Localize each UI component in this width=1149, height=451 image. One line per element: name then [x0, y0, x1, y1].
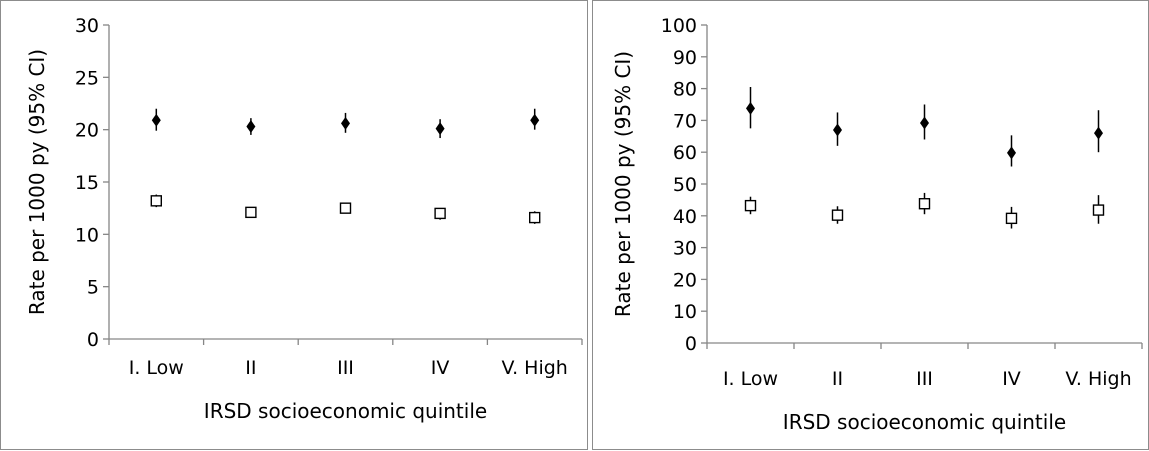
x-tick-label: II — [245, 357, 256, 379]
y-tick-label: 0 — [87, 329, 99, 351]
y-tick-label: 60 — [673, 142, 697, 164]
data-point-diamond — [746, 101, 755, 115]
y-tick-label: 80 — [673, 79, 697, 101]
data-point-square — [529, 211, 541, 224]
y-tick-label: 20 — [75, 120, 99, 142]
x-tick-label: I. Low — [723, 368, 778, 390]
data-point-diamond — [151, 113, 161, 127]
data-point-square — [434, 207, 446, 220]
y-tick-label: 100 — [661, 15, 697, 37]
y-tick-label: 10 — [673, 301, 697, 323]
y-tick-label: 15 — [75, 172, 99, 194]
left-chart-panel: 0 5 10 15 20 25 30 I. Low II III IV V. High IRSD soc… — [0, 0, 588, 450]
data-point-diamond — [246, 120, 256, 134]
x-tick-label: II — [832, 368, 843, 390]
y-tick-label: 5 — [87, 277, 99, 299]
x-tick-label: IV — [1002, 368, 1021, 390]
data-point-diamond — [1007, 146, 1016, 160]
y-tick-label: 0 — [685, 333, 697, 355]
y-tick-label: 25 — [75, 67, 99, 89]
y-tick-label: 70 — [673, 110, 697, 132]
data-point-square — [1092, 204, 1105, 216]
data-point-square — [150, 195, 163, 207]
y-tick-label: 20 — [673, 269, 697, 291]
x-tick-label: III — [337, 357, 354, 379]
data-point-diamond — [920, 116, 929, 130]
right-chart-panel: 0 10 20 30 40 50 60 70 80 90 100 I. Low II III IV V. Hi… — [592, 0, 1149, 450]
data-point-diamond — [435, 122, 445, 136]
x-tick-label: V. High — [502, 357, 568, 379]
x-tick-label: III — [916, 368, 933, 390]
data-point-diamond — [530, 113, 540, 127]
data-point-square — [245, 206, 257, 219]
data-point-square — [339, 202, 352, 214]
data-point-square — [918, 198, 931, 210]
y-tick-label: 30 — [673, 238, 697, 260]
y-tick-label: 50 — [673, 174, 697, 196]
y-tick-label: 90 — [673, 47, 697, 69]
data-point-diamond — [1094, 126, 1103, 140]
y-tick-label: 30 — [75, 15, 99, 37]
x-axis-title: IRSD socioeconomic quintile — [204, 399, 487, 423]
data-point-square — [1005, 212, 1018, 225]
x-tick-label: V. High — [1065, 368, 1131, 390]
data-point-square — [831, 209, 844, 221]
y-tick-label: 10 — [75, 224, 99, 246]
data-point-diamond — [833, 123, 842, 137]
x-axis-title: IRSD socioeconomic quintile — [783, 410, 1066, 434]
y-tick-label: 40 — [673, 206, 697, 228]
data-point-diamond — [341, 116, 350, 130]
y-axis-title: Rate per 1000 py (95% CI) — [611, 51, 635, 317]
x-tick-label: I. Low — [129, 357, 184, 379]
x-tick-label: IV — [431, 357, 450, 379]
data-point-square — [744, 199, 757, 212]
y-axis-title: Rate per 1000 py (95% CI) — [25, 49, 49, 315]
